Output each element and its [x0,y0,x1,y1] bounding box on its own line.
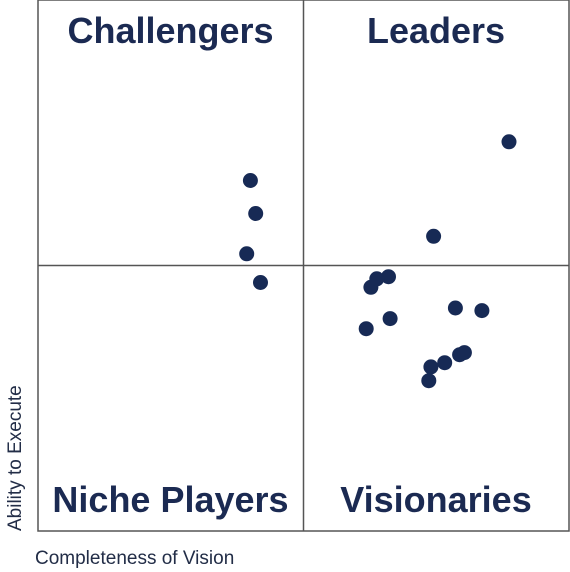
data-point-12 [253,275,268,290]
data-point-18 [369,271,385,287]
data-point-14 [381,269,396,285]
data-point-5 [474,303,490,319]
quadrant-label-leaders: Leaders [367,10,505,51]
y-axis-label: Ability to Execute [5,385,26,531]
quadrant-label-visionaries: Visionaries [340,479,531,520]
data-point-10 [239,246,255,262]
data-points [239,134,517,389]
data-point-17 [456,345,472,361]
data-point-11 [358,321,374,337]
data-point-16 [242,173,258,188]
data-point-2 [426,228,442,244]
quadrant-label-challengers: Challengers [67,10,273,51]
data-point-4 [248,206,264,221]
data-point-7 [437,355,453,371]
data-point-1 [501,134,517,150]
quadrant-label-niche-players: Niche Players [52,479,288,520]
data-point-9 [421,373,437,389]
data-point-15 [447,300,463,316]
data-point-13 [423,359,439,375]
x-axis-label: Completeness of Vision [35,548,234,569]
data-point-6 [382,311,398,327]
